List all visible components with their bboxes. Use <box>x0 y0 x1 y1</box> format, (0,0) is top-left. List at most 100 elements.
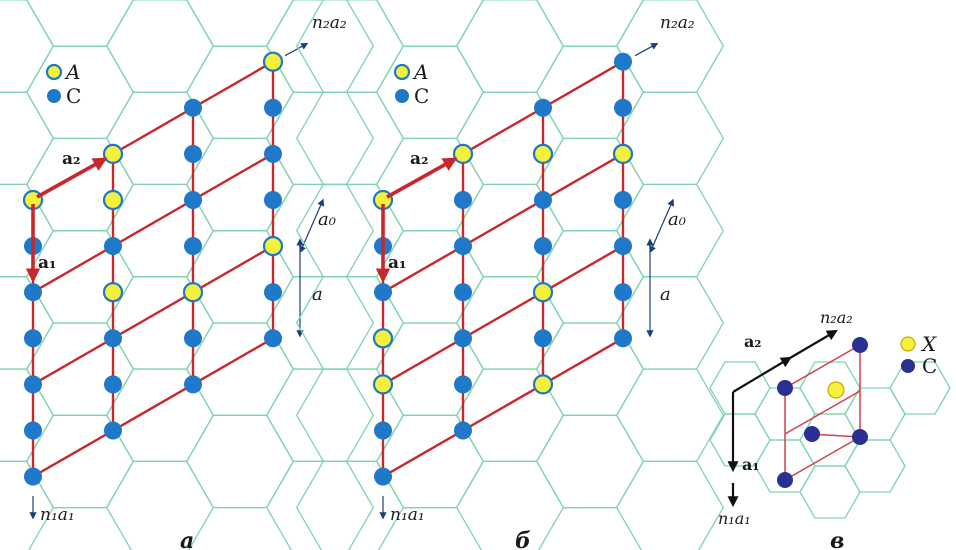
hexagon <box>375 0 485 47</box>
legend-atom-a-icon <box>45 63 63 81</box>
atom-c-icon <box>24 283 42 302</box>
label-a2: a₂ <box>62 149 80 169</box>
bond-line <box>381 152 625 294</box>
legend-label-x: X <box>920 332 937 356</box>
atom-a-icon <box>532 282 554 303</box>
bond-line <box>381 244 625 386</box>
atom-a-icon <box>262 51 284 72</box>
label-n2a2: n₂a₂ <box>312 13 347 33</box>
basis-vectors <box>375 43 659 520</box>
atom-c-icon <box>24 467 42 486</box>
atom-c-icon <box>777 472 793 488</box>
atoms <box>777 337 868 488</box>
legend-b: A C <box>393 60 429 108</box>
hexagon <box>265 183 375 278</box>
atom-c-icon <box>374 421 392 440</box>
atom-c-icon <box>104 375 122 394</box>
legend-label-c: C <box>414 84 429 108</box>
atom-c-icon <box>24 421 42 440</box>
hexagon <box>615 91 725 186</box>
legend-label-c: C <box>922 354 937 378</box>
atom-c-icon <box>614 283 632 302</box>
hexagon <box>844 439 906 493</box>
n2a2-arrow-icon <box>789 329 838 359</box>
atom-c-icon <box>534 237 552 256</box>
atom-c-icon <box>852 337 868 353</box>
legend-v: X C <box>900 332 937 378</box>
legend-a: A C <box>45 60 81 108</box>
atom-c-icon <box>264 144 282 163</box>
atom-c-icon <box>614 329 632 348</box>
hexagon <box>0 0 55 93</box>
hexagon <box>615 368 725 463</box>
bond-lines <box>31 60 275 478</box>
atom-c-icon <box>454 191 472 209</box>
hexagon <box>105 0 215 93</box>
label-n2a2: n₂a₂ <box>660 13 695 33</box>
atoms <box>372 52 634 486</box>
hexagon <box>455 460 565 550</box>
atom-c-icon <box>454 421 472 440</box>
atom-c-icon <box>614 52 632 71</box>
legend-atom-c-icon <box>901 359 915 373</box>
bond-line <box>784 390 861 435</box>
hexagon <box>615 183 725 278</box>
hexagon <box>889 361 951 415</box>
hexagon <box>265 91 375 186</box>
atom-c-icon <box>454 329 472 348</box>
dimension-arrows <box>646 198 674 338</box>
basis-vectors <box>25 43 309 520</box>
legend-label-c: C <box>66 84 81 108</box>
hexagon <box>455 0 565 93</box>
atom-a-icon <box>612 143 634 164</box>
a0-dimension-icon <box>299 198 324 254</box>
hexagon <box>615 460 725 550</box>
label-n1a1: n₁a₁ <box>390 505 425 525</box>
atom-c-icon <box>534 98 552 117</box>
atoms <box>22 51 284 486</box>
atom-c-icon <box>614 191 632 209</box>
atom-c-icon <box>264 329 282 348</box>
atom-a-icon <box>372 374 394 395</box>
basis-vectors <box>727 329 838 508</box>
atom-a-icon <box>372 328 394 349</box>
atom-c-icon <box>374 283 392 302</box>
n2a2-arrow-icon <box>634 43 659 57</box>
bond-line <box>31 337 275 478</box>
label-a1: a₁ <box>388 253 406 273</box>
atom-c-icon <box>104 237 122 256</box>
honeycomb <box>709 361 951 519</box>
label-n1a1: n₁a₁ <box>40 505 75 525</box>
atom-c-icon <box>804 426 820 442</box>
atom-c-icon <box>614 98 632 117</box>
label-a0: a₀ <box>318 209 336 230</box>
legend-atom-x-icon <box>900 336 916 352</box>
atom-c-icon <box>264 191 282 209</box>
atom-c-icon <box>614 237 632 256</box>
atom-c-icon <box>454 375 472 394</box>
label-a2: a₂ <box>744 332 761 351</box>
legend-label-a: A <box>412 60 428 84</box>
label-n1a1: n₁a₁ <box>718 509 751 528</box>
atom-c-icon <box>534 191 552 209</box>
atom-c-icon <box>454 283 472 302</box>
hexagon <box>25 0 135 47</box>
hexagon <box>535 0 645 47</box>
atom-c-icon <box>852 429 868 445</box>
atom-a-icon <box>102 143 124 164</box>
caption-b: б <box>515 528 531 550</box>
panel-v <box>709 329 951 519</box>
bond-line <box>31 152 275 294</box>
hexagon <box>185 414 295 509</box>
atom-c-icon <box>264 98 282 117</box>
atom-c-icon <box>184 144 202 163</box>
a2-arrow-icon <box>732 356 792 393</box>
atom-c-icon <box>454 237 472 256</box>
caption-v: в <box>830 528 844 550</box>
atom-c-icon <box>184 191 202 209</box>
hexagon <box>709 361 771 415</box>
atom-c-icon <box>777 380 793 396</box>
hexagon <box>799 465 861 519</box>
